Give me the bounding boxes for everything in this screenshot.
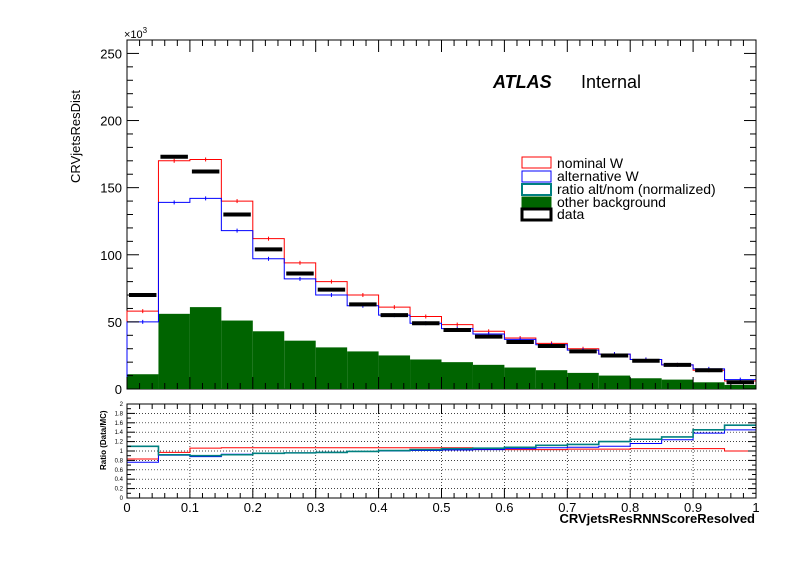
y-tick-label: 0 bbox=[115, 382, 122, 397]
main-y-ticks: 0 50 100 150 200 250 bbox=[100, 39, 756, 397]
x-tick-label: 0.2 bbox=[244, 500, 262, 515]
x-tick-label: 0.4 bbox=[370, 500, 388, 515]
other-bkg-bar bbox=[472, 364, 505, 389]
x-tick-label: 1 bbox=[752, 500, 759, 515]
legend-swatch-other-bkg bbox=[521, 196, 552, 209]
alternative-w-line bbox=[126, 197, 757, 389]
other-bkg-bar bbox=[158, 313, 190, 389]
ratio-y-tick-label: 0.2 bbox=[115, 487, 124, 493]
x-tick-label: 0.9 bbox=[684, 500, 702, 515]
ratio-panel: 0 0.2 0.4 0.6 0.8 1 1.2 1.4 1.6 1.8 2 0 0.1 0.2 0.3 0.… bbox=[99, 402, 760, 526]
main-data-markers bbox=[129, 154, 754, 385]
ratio-y-tick-label: 1.6 bbox=[115, 421, 124, 427]
legend-swatch-nominal bbox=[521, 156, 552, 169]
other-bkg-bar bbox=[630, 378, 662, 389]
ratio-lines bbox=[127, 424, 756, 463]
other-bkg-bar bbox=[347, 351, 379, 389]
ratio-y-tick-label: 0 bbox=[120, 496, 124, 502]
other-bkg-bar bbox=[189, 307, 222, 389]
x-tick-label: 0.7 bbox=[558, 500, 576, 515]
ratio-normalized-line bbox=[127, 424, 756, 457]
other-bkg-bar bbox=[221, 320, 253, 389]
legend-label-other-bkg: other background bbox=[557, 194, 666, 210]
ratio-x-ticks: 0 0.1 0.2 0.3 0.4 0.5 0.6 0.7 0.8 0.9 1 bbox=[123, 404, 760, 515]
legend: nominal W alternative W ratio alt/nom (n… bbox=[520, 155, 716, 222]
other-bkg-bar bbox=[252, 331, 285, 389]
other-bkg-bar bbox=[127, 374, 159, 389]
y-tick-label: 150 bbox=[100, 181, 122, 196]
ratio-y-tick-label: 0.8 bbox=[115, 458, 124, 464]
atlas-sublabel: Internal bbox=[581, 72, 641, 92]
x-tick-label: 0.3 bbox=[307, 500, 325, 515]
x-tick-label: 0.8 bbox=[621, 500, 639, 515]
ratio-y-tick-label: 1.8 bbox=[115, 411, 124, 417]
other-bkg-bar bbox=[378, 355, 411, 389]
x-tick-label: 0.5 bbox=[432, 500, 450, 515]
y-tick-label: 100 bbox=[100, 248, 122, 263]
x-axis-label: CRVjetsResRNNScoreResolved bbox=[559, 511, 755, 526]
ratio-y-tick-label: 0.4 bbox=[115, 477, 124, 483]
legend-swatch-ratio bbox=[521, 183, 552, 196]
other-bkg-bar bbox=[535, 370, 568, 389]
y-tick-label: 200 bbox=[100, 114, 122, 129]
main-histogram-panel: 0 50 100 150 200 250 CRVjetsResDist ×103 ATLA… bbox=[68, 26, 757, 397]
y-exponent-label: ×103 bbox=[124, 26, 148, 41]
other-bkg-bar bbox=[315, 347, 348, 389]
x-tick-label: 0 bbox=[123, 500, 130, 515]
ratio-y-tick-label: 2 bbox=[120, 402, 124, 408]
other-bkg-bar bbox=[598, 375, 631, 389]
main-x-tick-marks bbox=[126, 40, 757, 389]
legend-label-nominal: nominal W bbox=[557, 155, 624, 171]
other-bkg-bar bbox=[504, 367, 536, 389]
ratio-y-tick-label: 1.4 bbox=[115, 430, 124, 436]
ratio-y-tick-label: 1.2 bbox=[115, 440, 124, 446]
other-bkg-bar bbox=[284, 340, 316, 389]
y-tick-label: 50 bbox=[108, 315, 122, 330]
atlas-label: ATLAS bbox=[492, 72, 552, 92]
other-bkg-bar bbox=[441, 362, 473, 389]
main-bars bbox=[127, 307, 756, 389]
x-tick-label: 0.1 bbox=[181, 500, 199, 515]
other-bkg-bar bbox=[693, 382, 725, 389]
other-bkg-bar bbox=[724, 384, 756, 389]
y-axis-label: CRVjetsResDist bbox=[68, 90, 83, 183]
x-tick-label: 0.6 bbox=[495, 500, 513, 515]
legend-swatch-alternative bbox=[521, 170, 552, 183]
ratio-y-tick-label: 0.6 bbox=[115, 468, 124, 474]
legend-swatch-data bbox=[520, 207, 553, 222]
legend-label-data: data bbox=[557, 206, 584, 222]
other-bkg-bar bbox=[410, 359, 442, 389]
ratio-y-ticks: 0 0.2 0.4 0.6 0.8 1 1.2 1.4 1.6 1.8 2 bbox=[115, 402, 756, 502]
other-bkg-bar bbox=[661, 379, 694, 389]
legend-label-alternative: alternative W bbox=[557, 168, 639, 184]
ratio-y-axis-label: Ratio (Data/MC) bbox=[99, 410, 108, 470]
ratio-y-tick-label: 1 bbox=[120, 449, 124, 455]
y-tick-label: 250 bbox=[100, 46, 122, 61]
legend-label-ratio: ratio alt/nom (normalized) bbox=[557, 181, 716, 197]
other-bkg-bar bbox=[567, 372, 599, 389]
